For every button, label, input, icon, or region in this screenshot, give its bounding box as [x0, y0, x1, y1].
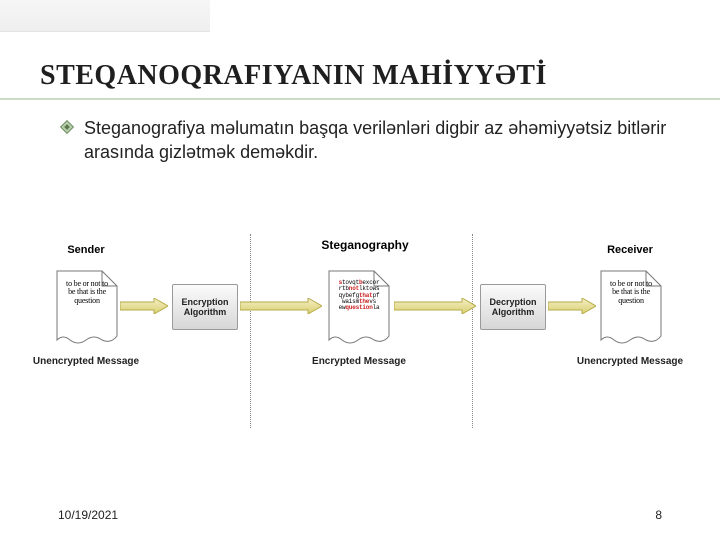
label-sender: Sender: [56, 244, 116, 256]
caption-sender: Unencrypted Message: [26, 356, 146, 367]
arrow-4: [548, 298, 596, 314]
diamond-bullet-icon: [60, 120, 74, 165]
decryption-box: Decryption Algorithm: [480, 284, 546, 330]
encryption-label: Encryption Algorithm: [173, 297, 237, 318]
vertical-separator-left: [250, 234, 251, 428]
label-steganography: Steganography: [320, 238, 410, 252]
top-accent-bar: [0, 0, 210, 32]
label-receiver: Receiver: [600, 244, 660, 256]
doc-receiver: to be or not to be that is the question: [600, 270, 662, 350]
caption-center: Encrypted Message: [304, 356, 414, 367]
doc-sender-text: to be or not to be that is the question: [62, 280, 112, 305]
title-underline: [0, 98, 720, 100]
slide: STEQANOQRAFIYANIN MAHİYYƏTİ Steganografi…: [0, 0, 720, 540]
doc-stego-text: stovqtbexcorrtbnotlktowsqybefgthatpfwais…: [332, 280, 386, 311]
body-text: Steganografiya məlumatın başqa verilənlə…: [84, 116, 672, 165]
caption-receiver: Unencrypted Message: [570, 356, 690, 367]
doc-sender: to be or not to be that is the question: [56, 270, 118, 350]
arrow-1: [120, 298, 168, 314]
arrow-2: [240, 298, 322, 314]
decryption-label: Decryption Algorithm: [481, 297, 545, 318]
arrow-3: [394, 298, 476, 314]
footer-page-number: 8: [655, 508, 662, 522]
doc-receiver-text: to be or not to be that is the question: [606, 280, 656, 305]
doc-stego: stovqtbexcorrtbnotlktowsqybefgthatpfwais…: [328, 270, 390, 350]
encryption-box: Encryption Algorithm: [172, 284, 238, 330]
vertical-separator-right: [472, 234, 473, 428]
slide-title: STEQANOQRAFIYANIN MAHİYYƏTİ: [40, 60, 680, 92]
body-text-block: Steganografiya məlumatın başqa verilənlə…: [60, 116, 672, 165]
footer-date: 10/19/2021: [58, 508, 118, 522]
steganography-diagram: Sender Steganography Receiver to be or n…: [50, 240, 670, 410]
